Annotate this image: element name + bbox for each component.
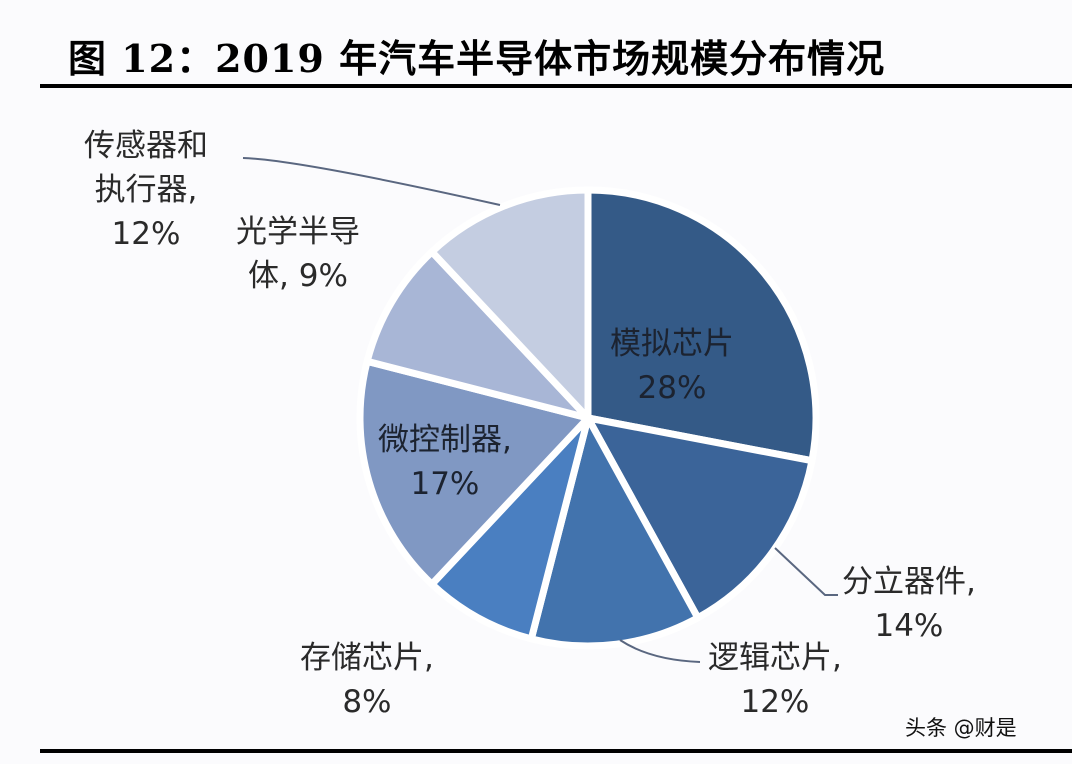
pie-slice-6 [428,186,592,422]
bottom-rule [40,749,1072,753]
leader-line-discrete [774,547,838,596]
label-analog-value: 28% [637,370,707,406]
label-mcu: 微控制器, 17% [378,418,512,506]
label-optical-value: 体, 9% [248,258,348,294]
label-memory: 存储芯片, 8% [300,636,434,724]
pie-slice-1 [584,414,816,622]
label-sensor-name-line2: 执行器, [94,172,198,208]
label-logic-name: 逻辑芯片, [708,640,842,676]
label-optical: 光学半导 体, 9% [236,210,360,298]
label-discrete-name: 分立器件, [842,564,976,600]
label-mcu-value: 17% [410,466,480,502]
label-sensor: 传感器和 执行器, 12% [84,124,208,256]
label-discrete: 分立器件, 14% [842,560,976,648]
leader-line-logic [619,639,701,663]
pie-slice-3 [428,414,592,643]
top-rule [40,84,1072,88]
pie-slice-0 [584,186,820,465]
label-mcu-name: 微控制器, [378,422,512,458]
leader-line-sensor [242,157,501,206]
label-logic: 逻辑芯片, 12% [708,636,842,724]
label-discrete-value: 14% [874,608,944,644]
chart-title: 图 12：2019 年汽车半导体市场规模分布情况 [68,36,886,81]
pie-slice-2 [527,414,702,650]
label-memory-value: 8% [342,684,392,720]
label-sensor-name-line1: 传感器和 [84,128,208,164]
label-logic-value: 12% [740,684,810,720]
pie-slice-5 [363,248,592,422]
label-optical-name: 光学半导 [236,214,360,250]
label-memory-name: 存储芯片, [300,640,434,676]
label-analog-name: 模拟芯片 [610,326,734,362]
pie-slice-4 [356,357,592,588]
label-sensor-value: 12% [111,216,181,252]
label-analog: 模拟芯片 28% [610,322,734,410]
watermark: 头条 @财是 [905,716,1017,740]
